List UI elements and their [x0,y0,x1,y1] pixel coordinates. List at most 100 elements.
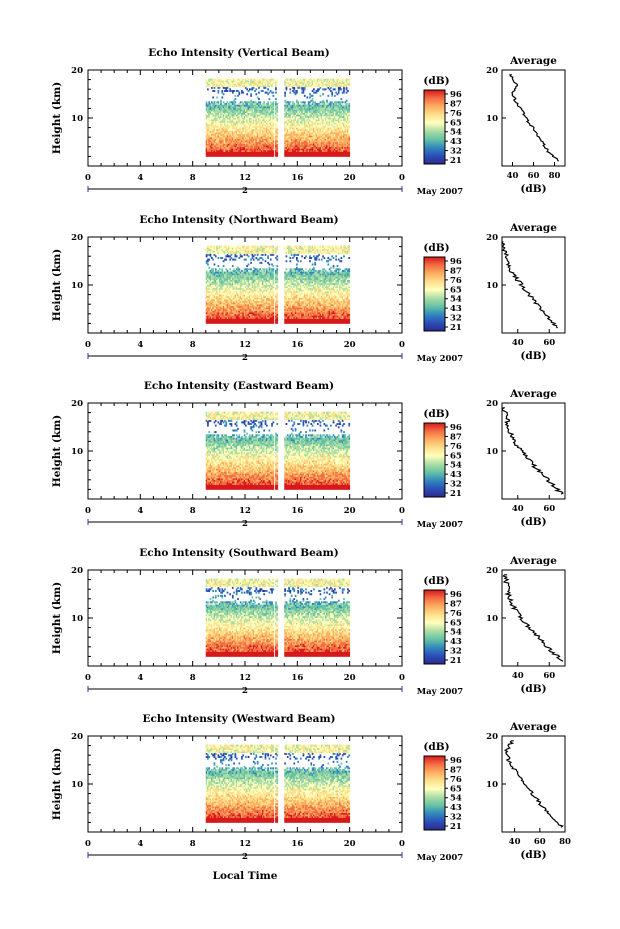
heatmap-cell [205,125,208,128]
heatmap-cell [221,120,224,123]
heatmap-cell [220,135,222,138]
heatmap-cell [205,115,208,118]
heatmap-cell [237,107,239,110]
heatmap-cell [217,148,220,151]
heatmap-cell [227,149,230,152]
heatmap-cell [237,111,239,114]
heatmap-cell [217,80,220,83]
heatmap-cell [272,101,275,104]
heatmap-cell [229,104,232,107]
heatmap-cell [226,106,229,109]
heatmap-cell [205,138,208,141]
heatmap-cell [233,151,235,154]
heatmap-cell [221,132,224,135]
heatmap-cell [226,104,229,107]
heatmap-cell [214,148,217,151]
heatmap-cell [222,107,225,110]
heatmap-cell [220,145,222,148]
heatmap-cell [224,146,226,149]
heatmap-cell [205,140,208,143]
heatmap-cell [217,89,220,92]
heatmap-cell [212,106,214,109]
heatmap-cell [220,125,222,128]
heatmap-cell [216,78,218,81]
heatmap-cell [235,138,238,141]
heatmap-cell [217,130,220,133]
chart-panel-2: Echo Intensity (Northward Beam)2010Heigh… [51,214,566,364]
heatmap-cell [210,86,213,89]
heatmap-cell [218,268,221,271]
heatmap-cell [221,83,224,86]
heatmap-cell [229,106,232,109]
heatmap-cell [221,78,224,81]
heatmap-cell [207,106,209,109]
heatmap-cell [235,135,238,138]
heatmap-cell [205,124,208,127]
heatmap-cell [207,122,209,125]
heatmap-cell [210,138,213,141]
heatmap-cell [237,109,239,112]
heatmap-cell [214,149,217,152]
y-tick-label: 10 [71,114,83,124]
average-x-tick-label: 60 [528,171,540,181]
heatmap-cell [224,145,226,148]
heatmap-cell [225,120,228,123]
heatmap-cell [213,107,216,110]
panel-title: Echo Intensity (Vertical Beam) [148,47,329,59]
heatmap-cell [230,135,233,138]
heatmap-cell [227,112,230,115]
heatmap-cell [218,138,221,141]
heatmap-cell [213,136,216,139]
heatmap-cell [225,102,228,105]
x-tick-label: 16 [291,173,303,183]
heatmap-cell [214,125,217,128]
heatmap-cell [227,125,230,128]
heatmap-cell [207,107,209,110]
heatmap-cell [220,109,222,112]
date-label: May 2007 [417,187,464,197]
heatmap-cell [224,128,226,131]
heatmap-cell [220,138,222,141]
heatmap-cell [221,117,224,120]
heatmap-cell [235,117,238,120]
heatmap-cell [216,114,218,117]
heatmap-cell [213,112,216,115]
heatmap-cell [311,94,314,97]
heatmap-cell [221,128,224,131]
heatmap-cell [224,119,226,122]
heatmap-cell [214,136,217,139]
heatmap-cell [231,112,234,115]
heatmap-cell [212,141,214,144]
heatmap-cell [237,83,239,86]
heatmap-cell [231,101,234,104]
heatmap-cell [205,109,208,112]
heatmap-cell [224,86,226,89]
heatmap-cell [208,122,211,125]
heatmap-cell [208,114,211,117]
heatmap-cell [229,149,232,152]
heatmap-cell [233,138,235,141]
x-tick-label: 8 [190,173,196,183]
heatmap-cell [231,132,234,135]
heatmap-cell [233,114,235,117]
heatmap-cell [217,111,220,114]
heatmap-cell [207,114,209,117]
heatmap-cell [233,125,235,128]
heatmap-cell [341,101,344,104]
heatmap-cell [221,91,224,94]
heatmap-cell [208,101,211,104]
heatmap-cell [224,132,226,135]
heatmap-cell [225,136,228,139]
heatmap-cell [224,125,226,128]
heatmap-cell [209,143,212,146]
heatmap-cell [214,85,217,88]
heatmap-cell [205,151,208,154]
heatmap-cell [220,128,222,131]
heatmap-cell [222,109,225,112]
heatmap-cell [230,117,233,120]
heatmap-cell [233,104,235,107]
heatmap-cell [224,135,226,138]
heatmap-cell [233,89,235,92]
heatmap-cell [208,151,211,154]
heatmap-cell [222,85,225,88]
